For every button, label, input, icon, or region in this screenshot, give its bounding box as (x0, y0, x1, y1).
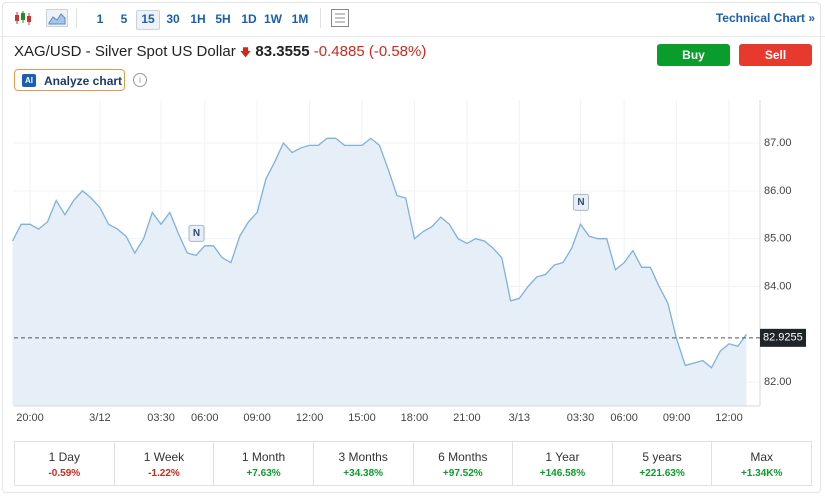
current-price-box (760, 328, 806, 347)
interval-button[interactable]: 30 (166, 12, 180, 26)
period-cell[interactable]: 3 Months +34.38% (312, 442, 413, 485)
x-tick-label: 21:00 (453, 412, 481, 424)
period-label: 5 years (642, 450, 682, 464)
period-change: +97.52% (442, 468, 483, 479)
x-tick-label: 20:00 (16, 412, 44, 424)
y-tick-label: 86.00 (764, 185, 792, 197)
chart: 82.00 84.00 85.00 86.00 87.00 20:00 3/12 03:30 0… (11, 100, 806, 424)
current-price-label: 82.9255 (763, 332, 803, 344)
sell-button[interactable]: Sell (739, 44, 812, 66)
x-tick-label: 09:00 (243, 412, 271, 424)
interval-button[interactable]: 5H (215, 12, 231, 26)
area-icon[interactable] (46, 9, 68, 27)
period-label: 1 Day (48, 450, 80, 464)
technical-chart-link[interactable]: Technical Chart » (715, 11, 815, 25)
interval-button[interactable]: 1D (241, 12, 257, 26)
period-label: 1 Year (545, 450, 580, 464)
instrument-title: XAG/USD - Silver Spot US Dollar (14, 43, 236, 60)
analyze-label: Analyze chart (44, 74, 123, 88)
interval-button[interactable]: 1W (264, 12, 282, 26)
period-change: +34.38% (343, 468, 384, 479)
period-label: Max (750, 450, 774, 464)
area-fill (12, 138, 747, 407)
period-change: +221.63% (639, 468, 685, 479)
x-tick-label: 3/13 (509, 412, 530, 424)
x-tick-label: 18:00 (401, 412, 429, 424)
instrument-header: XAG/USD - Silver Spot US Dollar 🡇 83.355… (14, 43, 426, 63)
x-tick-label: 12:00 (296, 412, 324, 424)
x-tick-label: 03:30 (147, 412, 175, 424)
period-change: -1.22% (148, 468, 180, 479)
x-tick-label: 3/12 (89, 412, 110, 424)
interval-button[interactable]: 1H (190, 12, 206, 26)
interval-button[interactable]: 1M (291, 12, 309, 26)
price: 83.3555 (255, 43, 310, 60)
interval-button[interactable]: 5 (120, 12, 128, 26)
period-cell[interactable]: 1 Month +7.63% (213, 442, 313, 485)
periods: 1 Day -0.59% 1 Week -1.22% 1 Month +7.63% 3 Mo… (14, 441, 812, 486)
period-label: 1 Week (143, 450, 185, 464)
period-cell[interactable]: 6 Months +97.52% (412, 442, 513, 485)
indicators-icon[interactable] (331, 9, 349, 27)
info-icon[interactable]: i (133, 73, 147, 87)
x-tick-label: 03:30 (567, 412, 595, 424)
y-tick-label: 82.00 (764, 376, 792, 388)
annotation: N (577, 197, 584, 208)
period-change: +7.63% (246, 468, 281, 479)
x-tick-label: 12:00 (715, 412, 743, 424)
x-tick-label: 06:00 (610, 412, 638, 424)
period-change: -0.59% (48, 468, 81, 479)
period-cell[interactable]: Max +1.34K% (711, 442, 811, 485)
period-change: +146.58% (539, 468, 586, 479)
x-tick-label: 15:00 (348, 412, 376, 424)
ai-badge: AI (22, 74, 36, 87)
interval-button[interactable]: 1 (96, 12, 104, 26)
period-cell[interactable]: 1 Year +146.58% (512, 442, 612, 485)
y-tick-label: 85.00 (764, 233, 792, 245)
change: -0.4885 (313, 43, 365, 60)
y-tick-label: 84.00 (764, 280, 792, 292)
x-tick-label: 09:00 (663, 412, 691, 424)
interval-button[interactable]: 15 (136, 10, 160, 30)
annotation: N (193, 228, 200, 239)
toolbar: 1 5 15 30 1H 5H 1D 1W 1M Technical Chart » (0, 0, 825, 37)
x-tick-label: 06:00 (191, 412, 219, 424)
period-cell[interactable]: 1 Week -1.22% (113, 442, 214, 485)
period-change: +1.34K% (740, 468, 783, 479)
period-cell[interactable]: 1 Day -0.59% (15, 442, 114, 485)
annotation-box (188, 224, 205, 242)
separator (76, 8, 77, 28)
period-label: 6 Months (438, 450, 488, 464)
price-line (11, 137, 748, 369)
down-arrow: 🡇 (239, 47, 252, 59)
separator (320, 8, 321, 28)
y-tick-label: 87.00 (764, 137, 792, 149)
period-cell[interactable]: 5 years +221.63% (611, 442, 712, 485)
period-label: 3 Months (338, 450, 388, 464)
annotation-box (572, 193, 589, 211)
candles-icon[interactable] (14, 10, 32, 26)
buy-button[interactable]: Buy (657, 44, 730, 66)
period-label: 1 Month (241, 450, 286, 464)
change-percent: (-0.58%) (368, 43, 427, 60)
analyze-button[interactable]: AI Analyze chart (14, 69, 125, 91)
